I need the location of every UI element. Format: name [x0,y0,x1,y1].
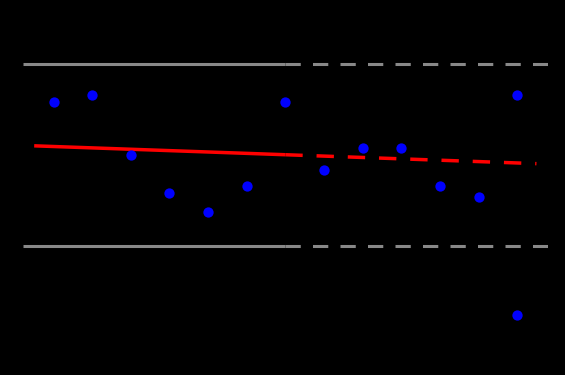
Point [436,183,445,189]
Point [281,99,290,105]
Point [512,92,521,98]
Point [319,168,328,174]
Point [242,183,251,189]
Point [203,209,212,215]
Point [126,152,135,158]
Point [512,312,521,318]
Point [474,194,483,200]
Point [165,190,174,196]
Point [49,99,58,105]
Point [397,145,406,151]
Point [358,145,367,151]
Point [88,92,97,98]
